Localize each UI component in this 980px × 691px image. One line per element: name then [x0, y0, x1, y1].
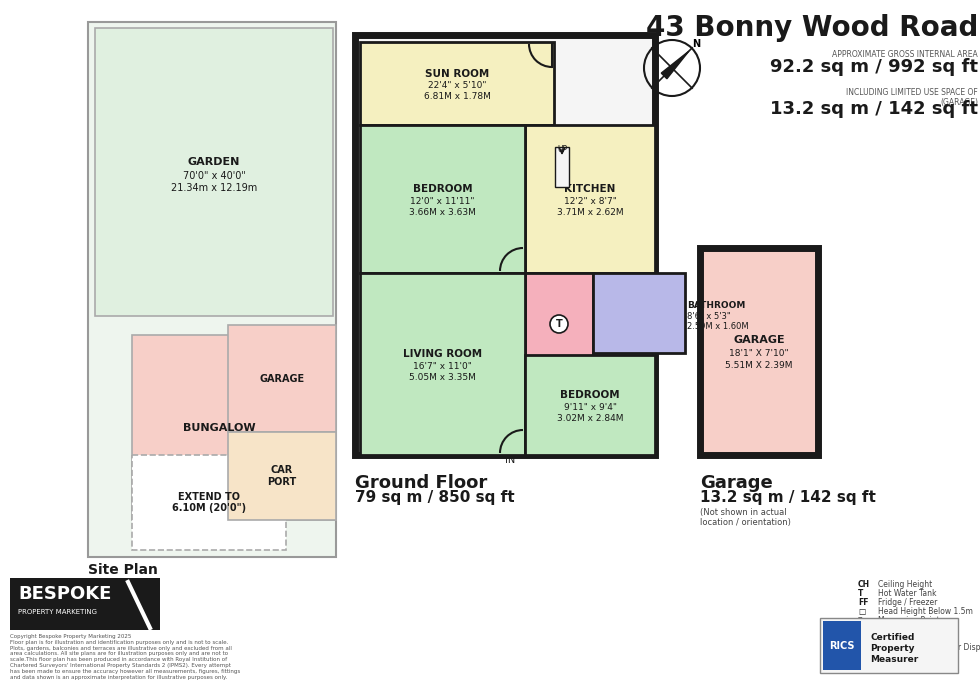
Text: 70'0" x 40'0": 70'0" x 40'0" — [182, 171, 245, 181]
Text: Fitted Wardrobes: Fitted Wardrobes — [878, 634, 944, 643]
Text: BUNGALOW: BUNGALOW — [182, 422, 256, 433]
Text: PROPERTY MARKETING: PROPERTY MARKETING — [18, 609, 97, 615]
Bar — [95, 28, 333, 316]
Text: T: T — [858, 589, 863, 598]
Text: GARDEN: GARDEN — [188, 157, 240, 167]
Bar — [360, 42, 554, 125]
Text: □: □ — [858, 607, 865, 616]
Bar — [228, 325, 336, 432]
Text: 21.34m x 12.19m: 21.34m x 12.19m — [171, 183, 257, 193]
Text: ⬧: ⬧ — [858, 616, 862, 625]
Text: Ceiling Height: Ceiling Height — [878, 580, 932, 589]
Text: 12'2" x 8'7": 12'2" x 8'7" — [564, 196, 616, 205]
Text: BATHROOM: BATHROOM — [687, 301, 746, 310]
Text: 22'4" x 5'10": 22'4" x 5'10" — [427, 81, 486, 90]
Text: S: S — [858, 625, 863, 634]
Text: 92.2 sq m / 992 sq ft: 92.2 sq m / 992 sq ft — [770, 58, 978, 76]
Text: Hot Water Tank: Hot Water Tank — [878, 589, 937, 598]
Text: 16'7" x 11'0": 16'7" x 11'0" — [413, 361, 472, 370]
Bar — [10, 578, 160, 630]
Text: T: T — [556, 319, 563, 329]
Bar — [360, 273, 525, 455]
Polygon shape — [662, 51, 689, 79]
Text: CAR
PORT: CAR PORT — [268, 465, 297, 486]
Text: Measuring Points: Measuring Points — [878, 616, 944, 625]
Bar — [88, 22, 336, 557]
Bar — [355, 35, 655, 455]
Text: B: B — [858, 652, 863, 661]
Bar — [820, 618, 958, 673]
Text: O: O — [858, 661, 864, 670]
Text: LIVING ROOM: LIVING ROOM — [403, 349, 482, 359]
Text: Storage Cupboard: Storage Cupboard — [878, 625, 948, 634]
Text: BEDROOM: BEDROOM — [561, 390, 619, 400]
Text: W: W — [858, 634, 866, 643]
Bar — [228, 432, 336, 520]
Text: UP: UP — [557, 145, 567, 154]
Text: BEDROOM: BEDROOM — [413, 184, 472, 194]
Text: SUN ROOM: SUN ROOM — [425, 68, 489, 79]
Text: KITCHEN: KITCHEN — [564, 184, 615, 194]
Bar — [700, 248, 818, 455]
Text: Site Plan: Site Plan — [88, 563, 158, 577]
Bar — [525, 125, 655, 273]
Text: Property: Property — [870, 644, 914, 653]
Text: CH: CH — [858, 580, 870, 589]
Text: EXTEND TO
6.10M (20'0"): EXTEND TO 6.10M (20'0") — [172, 492, 246, 513]
Text: IN: IN — [505, 455, 515, 465]
Text: Skylight: Skylight — [878, 661, 908, 670]
Text: Measurer: Measurer — [870, 655, 918, 664]
Text: T: T — [555, 319, 563, 329]
Bar — [593, 273, 685, 353]
Text: 3.66M x 3.63M: 3.66M x 3.63M — [409, 207, 476, 216]
Text: 43 Bonny Wood Road: 43 Bonny Wood Road — [646, 14, 978, 42]
Text: Fridge / Freezer: Fridge / Freezer — [878, 598, 938, 607]
Text: RICS: RICS — [829, 641, 855, 651]
Text: GARAGE: GARAGE — [733, 334, 785, 345]
Text: 5.05M x 3.35M: 5.05M x 3.35M — [409, 372, 476, 381]
Text: APPROXIMATE GROSS INTERNAL AREA: APPROXIMATE GROSS INTERNAL AREA — [832, 50, 978, 59]
Text: 13.2 sq m / 142 sq ft: 13.2 sq m / 142 sq ft — [770, 100, 978, 118]
Text: 9'11" x 9'4": 9'11" x 9'4" — [564, 402, 616, 412]
Text: 12'0" x 11'11": 12'0" x 11'11" — [411, 196, 474, 205]
Text: /\: /\ — [858, 643, 863, 652]
Bar — [132, 455, 286, 550]
Text: 3.02M x 2.84M: 3.02M x 2.84M — [557, 413, 623, 422]
Bar — [360, 125, 525, 273]
Bar — [555, 147, 569, 187]
Text: 18'1" X 7'10": 18'1" X 7'10" — [729, 349, 789, 358]
Text: Boiler: Boiler — [878, 652, 900, 661]
Text: Head Height Below 1.5m: Head Height Below 1.5m — [878, 607, 973, 616]
Text: FF: FF — [858, 598, 868, 607]
Bar — [525, 355, 655, 455]
Text: Garage: Garage — [700, 474, 773, 492]
Text: INCLUDING LIMITED USE SPACE OF
(GARAGE): INCLUDING LIMITED USE SPACE OF (GARAGE) — [847, 88, 978, 107]
Text: Garden Shortened for Display: Garden Shortened for Display — [878, 643, 980, 652]
Text: 2.59M x 1.60M: 2.59M x 1.60M — [687, 321, 749, 330]
Text: Certified: Certified — [870, 633, 914, 642]
Text: Ground Floor: Ground Floor — [355, 474, 487, 492]
Text: 6.81M x 1.78M: 6.81M x 1.78M — [423, 92, 490, 101]
Text: 13.2 sq m / 142 sq ft: 13.2 sq m / 142 sq ft — [700, 490, 876, 505]
Text: N: N — [692, 39, 700, 49]
Text: 79 sq m / 850 sq ft: 79 sq m / 850 sq ft — [355, 490, 514, 505]
Bar — [823, 621, 861, 670]
Bar — [525, 273, 593, 375]
Circle shape — [550, 315, 568, 333]
Text: GARAGE: GARAGE — [260, 374, 305, 384]
Text: 3.71M x 2.62M: 3.71M x 2.62M — [557, 207, 623, 216]
Bar — [132, 335, 336, 520]
Text: Copyright Bespoke Property Marketing 2025
Floor plan is for illustration and ide: Copyright Bespoke Property Marketing 202… — [10, 634, 240, 680]
Text: 5.51M X 2.39M: 5.51M X 2.39M — [725, 361, 793, 370]
Text: BESPOKE: BESPOKE — [18, 585, 112, 603]
Text: 8'6" x 5'3": 8'6" x 5'3" — [687, 312, 731, 321]
Text: (Not shown in actual
location / orientation): (Not shown in actual location / orientat… — [700, 508, 791, 527]
